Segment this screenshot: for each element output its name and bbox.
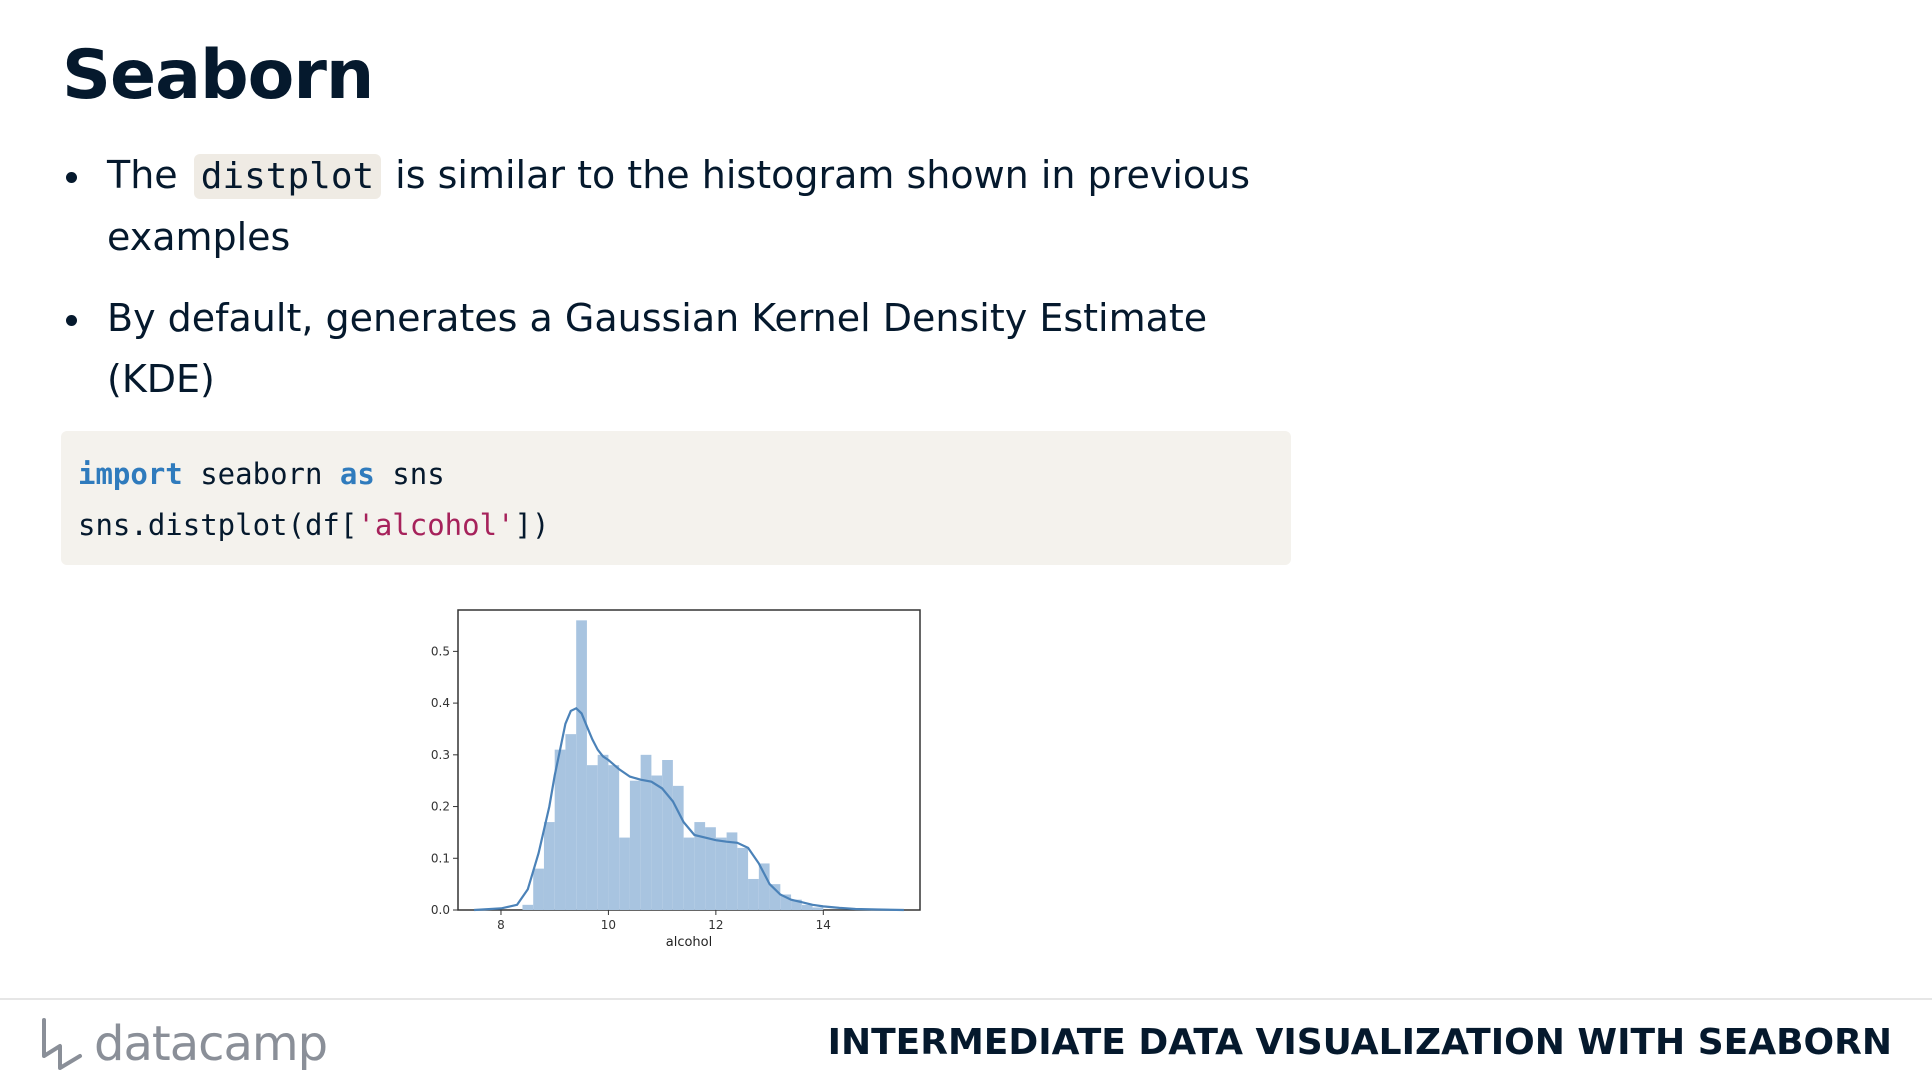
x-axis-label: alcohol xyxy=(666,935,712,950)
histogram-bar xyxy=(608,765,620,910)
histogram-bar xyxy=(619,837,630,910)
code-keyword-import: import xyxy=(78,457,183,491)
code-string-alcohol: 'alcohol' xyxy=(357,508,515,542)
histogram-bar xyxy=(758,863,770,910)
histogram-bar xyxy=(565,734,577,910)
y-tick-label: 0.2 xyxy=(431,800,450,814)
y-axis-ticks: 0.0 0.1 0.2 0.3 0.4 0.5 xyxy=(431,644,458,917)
histogram-bar xyxy=(737,847,749,910)
y-tick-label: 0.4 xyxy=(431,696,450,710)
histogram-bar xyxy=(801,904,813,910)
bullet-text: By default, generates a Gaussian Kernel … xyxy=(107,296,1208,401)
histogram-bar xyxy=(576,620,587,910)
y-tick-label: 0.5 xyxy=(431,644,450,658)
x-tick-label: 8 xyxy=(497,918,505,932)
bullet-item-distplot: The distplot is similar to the histogram … xyxy=(62,145,1302,268)
histogram-bar xyxy=(554,749,566,910)
code-text: sns.distplot(df[ xyxy=(78,508,358,542)
histogram-bar xyxy=(748,878,759,910)
histogram-bar xyxy=(586,765,598,910)
histogram-bar xyxy=(522,904,534,910)
y-tick-label: 0.3 xyxy=(431,748,450,762)
histogram-bar xyxy=(640,754,652,910)
slide-title: Seaborn xyxy=(62,36,374,115)
histogram-bar xyxy=(651,775,663,910)
histogram-bar xyxy=(543,822,555,910)
code-text: sns xyxy=(374,457,445,491)
inline-code-distplot: distplot xyxy=(193,154,382,199)
code-text: ]) xyxy=(514,508,550,542)
x-tick-label: 12 xyxy=(708,918,723,932)
x-tick-label: 14 xyxy=(816,918,831,932)
histogram-bar xyxy=(705,827,716,910)
footer-divider xyxy=(0,998,1932,1000)
logo-text: datacamp xyxy=(94,1016,328,1072)
code-line-distplot: sns.distplot(df['alcohol']) xyxy=(78,500,1274,551)
bullet-list: The distplot is similar to the histogram … xyxy=(62,145,1302,430)
course-title: INTERMEDIATE DATA VISUALIZATION WITH SEA… xyxy=(827,1022,1892,1063)
code-block: import seaborn as sns sns.distplot(df['a… xyxy=(61,431,1291,565)
histogram-bar xyxy=(769,884,781,910)
histogram-bar xyxy=(533,868,544,910)
code-keyword-as: as xyxy=(339,457,375,491)
histogram-bar xyxy=(694,822,706,910)
datacamp-logo: datacamp xyxy=(40,1014,328,1074)
histogram-bar xyxy=(791,899,802,910)
kde-line xyxy=(474,706,904,912)
distplot-chart: 8 10 12 14 0.0 0.1 0.2 0.3 0.4 0.5 alcohol xyxy=(431,609,921,950)
histogram-bar xyxy=(812,907,824,910)
histogram-bars xyxy=(522,620,824,910)
histogram-bar xyxy=(597,754,609,910)
histogram-bar xyxy=(683,837,695,910)
code-line-import: import seaborn as sns xyxy=(78,449,1274,500)
histogram-bar xyxy=(726,832,738,910)
histogram-bar xyxy=(629,780,641,910)
histogram-bar xyxy=(715,837,727,910)
y-tick-label: 0.1 xyxy=(431,851,450,865)
x-tick-label: 10 xyxy=(601,918,616,932)
histogram-bar xyxy=(662,760,673,910)
histogram-bar xyxy=(672,785,684,910)
code-text: seaborn xyxy=(182,457,340,491)
bullet-text-before: The xyxy=(107,153,178,197)
datacamp-logo-icon xyxy=(42,1018,82,1070)
y-tick-label: 0.0 xyxy=(431,903,450,917)
bullet-text-after: is similar to the histogram shown in pre… xyxy=(107,153,1251,259)
x-axis-ticks: 8 10 12 14 xyxy=(497,910,831,932)
bullet-item-kde: By default, generates a Gaussian Kernel … xyxy=(62,288,1302,410)
histogram-bar xyxy=(780,894,792,910)
